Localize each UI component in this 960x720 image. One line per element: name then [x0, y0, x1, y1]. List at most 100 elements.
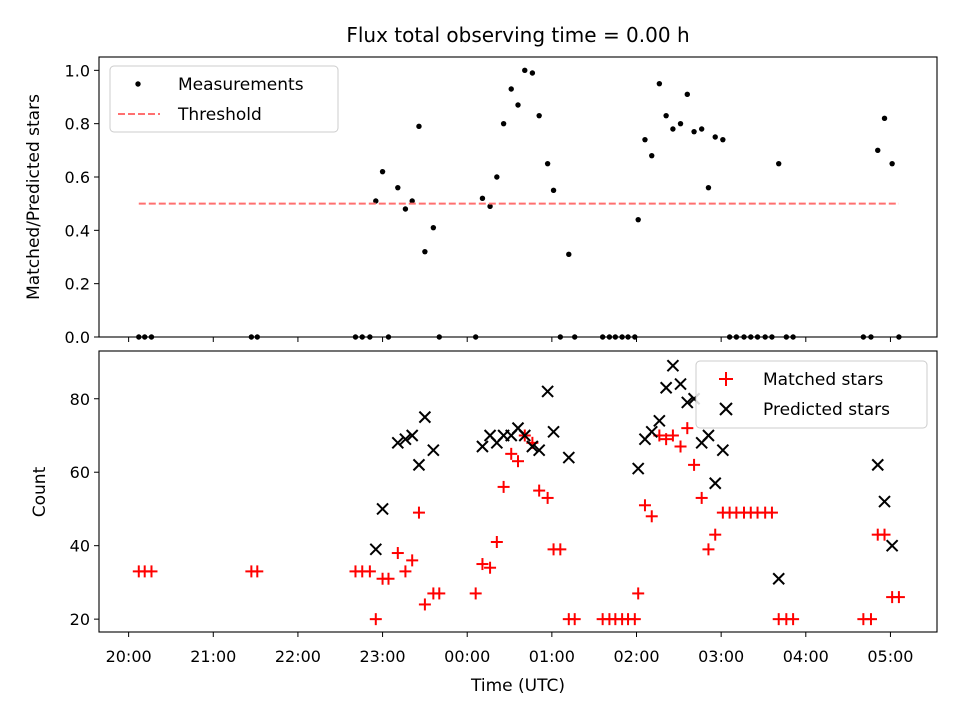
measurement-point [373, 198, 379, 204]
predicted-stars-point [659, 381, 673, 394]
count-y-tick-label: 60 [70, 463, 90, 482]
measurement-point [515, 102, 521, 108]
predicted-stars-point [772, 572, 785, 585]
x-tick-label: 03:00 [698, 647, 744, 666]
legend-matched-label: Matched stars [763, 370, 883, 390]
count-marks [132, 359, 905, 626]
matched-stars-point [568, 613, 581, 626]
matched-stars-point [399, 565, 412, 578]
x-tick-label: 22:00 [275, 647, 321, 666]
ratio-legend: Measurements Threshold [109, 65, 339, 133]
matched-stars-point [765, 506, 778, 519]
measurement-point [487, 203, 493, 210]
measurement-point [698, 126, 705, 132]
x-tick-label: 00:00 [444, 647, 490, 666]
predicted-stars-point [532, 443, 546, 457]
predicted-stars-point [541, 385, 554, 398]
ratio-y-tick-label: 0.8 [65, 115, 90, 134]
predicted-stars-point [427, 443, 440, 457]
measurement-point [691, 128, 697, 135]
count-y-axis: 20 40 60 80 [70, 390, 99, 629]
legend-measurements-label: Measurements [178, 75, 304, 95]
matched-stars-point [476, 558, 489, 571]
measurement-point [670, 126, 676, 132]
matched-stars-point [433, 587, 446, 600]
ratio-y-tick-label: 0.4 [65, 221, 90, 240]
predicted-stars-point [526, 440, 539, 453]
measurement-point [494, 174, 500, 180]
count-panel: 20 40 60 80 20:00 21:00 22:00 23:00 00:00 01:00 0… [30, 350, 938, 696]
matched-stars-point [484, 561, 497, 574]
measurement-point [544, 160, 551, 167]
matched-stars-point [251, 565, 264, 578]
measurement-point [522, 67, 528, 74]
matched-stars-point [406, 554, 419, 567]
matched-stars-point [541, 491, 554, 504]
matched-stars-point [645, 510, 658, 523]
matched-stars-point [490, 536, 503, 549]
measurement-point [684, 91, 690, 98]
matched-stars-point [369, 613, 382, 626]
count-plot-frame [98, 350, 938, 633]
predicted-stars-point [674, 377, 687, 391]
predicted-stars-point [878, 495, 891, 508]
matched-stars-point [469, 587, 482, 600]
measurement-point [566, 251, 572, 258]
measurement-point [422, 248, 428, 255]
predicted-stars-point [716, 443, 730, 457]
predicted-stars-point [653, 414, 666, 427]
predicted-stars-point [885, 539, 899, 552]
measurement-point [881, 115, 888, 122]
measurement-point [656, 80, 663, 87]
matched-stars-point [638, 499, 651, 512]
measurement-point [712, 134, 718, 140]
predicted-stars-point [476, 440, 489, 453]
predicted-stars-point [631, 462, 645, 475]
x-axis-label: Time (UTC) [470, 676, 565, 696]
ratio-y-tick-label: 1.0 [65, 61, 90, 80]
ratio-y-axis-label: Matched/Predicted stars [24, 94, 44, 300]
measurement-point [635, 216, 641, 223]
ratio-x-axis [128, 337, 891, 342]
ratio-plot-frame [98, 56, 938, 338]
ratio-y-tick-label: 0.0 [65, 328, 90, 347]
count-legend-box [695, 360, 928, 429]
count-y-tick-label: 20 [70, 610, 90, 629]
measurement-point [649, 152, 655, 159]
matched-stars-point [660, 433, 673, 446]
measurement-point [500, 120, 507, 127]
measurement-point [479, 195, 486, 202]
measurement-point [409, 198, 415, 204]
matched-stars-point [391, 547, 404, 560]
matched-stars-point [505, 447, 518, 460]
matched-stars-point [695, 491, 708, 504]
ratio-legend-box [109, 65, 339, 133]
ratio-y-axis: 0.0 0.2 0.4 0.6 0.8 1.0 [65, 61, 99, 347]
measurement-point [550, 187, 557, 194]
matched-stars-point [554, 543, 567, 556]
measurement-point [508, 86, 514, 92]
predicted-stars-point [518, 429, 531, 442]
predicted-stars-point [702, 429, 715, 442]
predicted-stars-point [418, 410, 432, 424]
predicted-stars-point [399, 432, 412, 446]
matched-stars-point [512, 455, 524, 468]
predicted-stars-point [547, 425, 560, 439]
measurement-point [402, 206, 409, 212]
matched-stars-point [363, 565, 376, 578]
measurement-point [642, 136, 648, 143]
measurement-point [720, 136, 726, 143]
predicted-stars-point [562, 451, 575, 464]
matched-stars-point [628, 613, 641, 626]
count-legend: Matched stars Predicted stars [695, 360, 928, 429]
predicted-stars-point [369, 543, 383, 556]
matched-stars-point [497, 480, 510, 493]
matched-stars-point [702, 543, 715, 556]
predicted-stars-point [376, 502, 389, 516]
measurement-point [889, 160, 895, 167]
predicted-stars-point [681, 396, 694, 409]
count-y-tick-label: 80 [70, 390, 90, 409]
x-tick-label: 02:00 [613, 647, 659, 666]
count-y-axis-label: Count [30, 466, 50, 517]
